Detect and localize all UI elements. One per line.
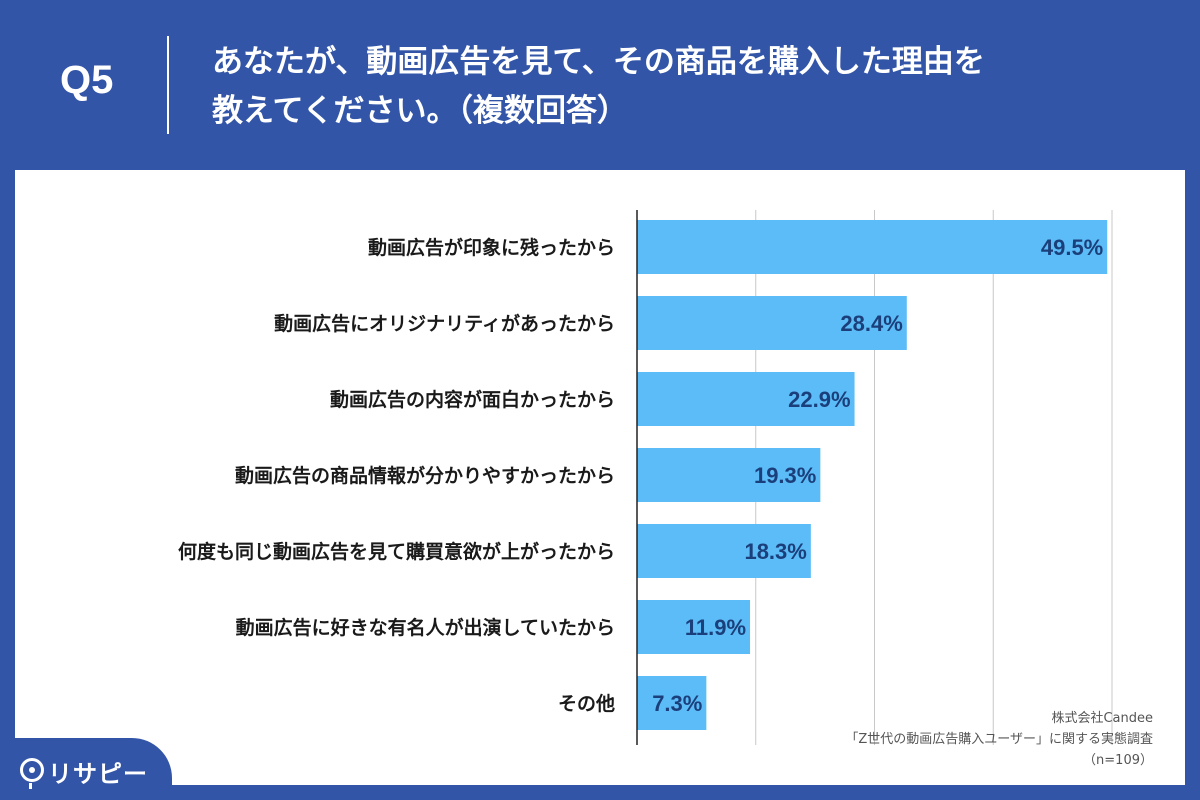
pin-icon-tail xyxy=(29,783,32,789)
brand-logo: リサピー xyxy=(0,738,172,800)
chart-panel: 動画広告が印象に残ったから 49.5% 動画広告にオリジナリティがあったから 28.4… xyxy=(15,170,1185,785)
value-label: 22.9% xyxy=(788,387,850,412)
category-label: 動画広告にオリジナリティがあったから xyxy=(274,312,615,335)
question-title-line1: あなたが、動画広告を見て、その商品を購入した理由を xyxy=(212,44,985,80)
category-label: その他 xyxy=(558,692,615,715)
question-title-line2: 教えてください。（複数回答） xyxy=(212,93,629,129)
value-label: 7.3% xyxy=(652,691,702,716)
value-label: 11.9% xyxy=(685,615,746,640)
value-label: 49.5% xyxy=(1041,235,1103,260)
bar xyxy=(637,296,907,350)
category-label: 何度も同じ動画広告を見て購買意欲が上がったから xyxy=(178,540,615,563)
bar xyxy=(637,600,751,654)
pin-icon xyxy=(20,758,44,782)
logo-text: リサピー xyxy=(48,760,148,788)
source-sample: （n=109） xyxy=(1083,753,1153,768)
category-label: 動画広告に好きな有名人が出演していたから xyxy=(236,616,615,639)
bar xyxy=(637,676,707,730)
bar xyxy=(637,524,811,578)
question-number: Q5 xyxy=(60,58,114,102)
header: Q5 あなたが、動画広告を見て、その商品を購入した理由を 教えてください。（複数… xyxy=(0,0,1200,170)
category-label: 動画広告の内容が面白かったから xyxy=(330,388,615,411)
value-label: 19.3% xyxy=(754,463,816,488)
value-label: 28.4% xyxy=(840,311,902,336)
header-divider xyxy=(167,36,169,134)
category-label: 動画広告の商品情報が分かりやすかったから xyxy=(235,464,615,487)
bar xyxy=(637,220,1108,274)
bar xyxy=(637,448,821,502)
question-title: あなたが、動画広告を見て、その商品を購入した理由を 教えてください。（複数回答） xyxy=(212,38,1172,136)
source-company: 株式会社Candee xyxy=(1051,711,1153,726)
source-survey: 「Z世代の動画広告購入ユーザー」に関する実態調査 xyxy=(845,732,1153,747)
source-note: 株式会社Candee 「Z世代の動画広告購入ユーザー」に関する実態調査 （n=1… xyxy=(845,708,1153,771)
bar xyxy=(637,372,855,426)
value-label: 18.3% xyxy=(744,539,806,564)
category-label: 動画広告が印象に残ったから xyxy=(368,236,615,259)
bar-chart: 動画広告が印象に残ったから 49.5% 動画広告にオリジナリティがあったから 28.4… xyxy=(178,210,1113,745)
